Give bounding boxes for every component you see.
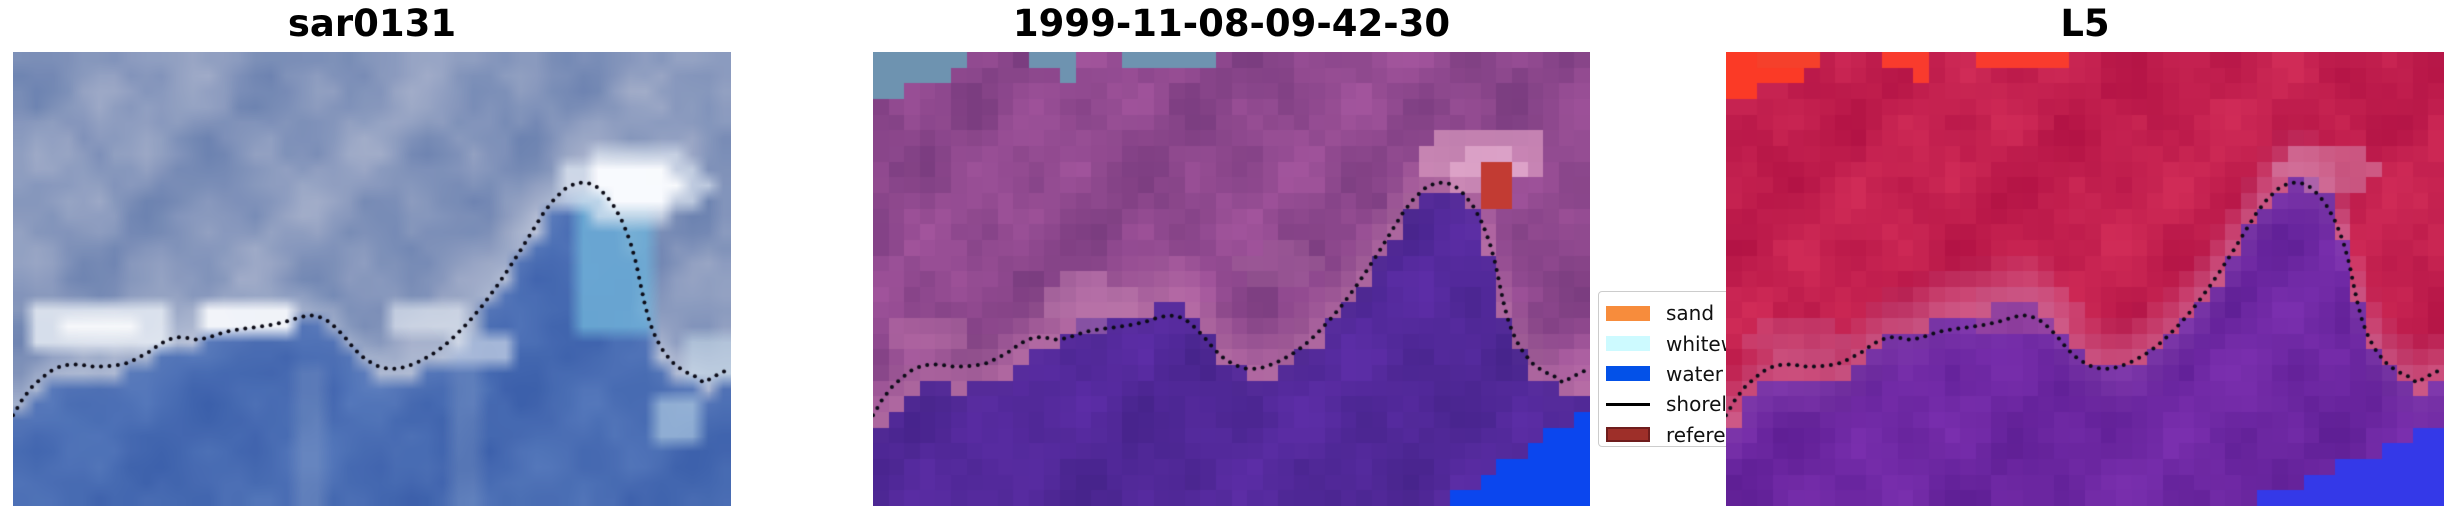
panel-image-datetime: [873, 52, 1590, 506]
panel-title-l5: L5: [2060, 2, 2110, 45]
legend-item-whitewater: whitew: [1606, 328, 1797, 358]
panel-title-sar0131: sar0131: [287, 2, 457, 45]
panel-image-sar0131: [13, 52, 731, 506]
legend-item-sand: sand: [1606, 298, 1797, 328]
legend-label-shoreline: shoreli: [1666, 392, 1733, 417]
legend-label-whitewater: whitew: [1666, 331, 1738, 356]
panel-l5: [1726, 52, 2444, 506]
legend-item-water: water: [1606, 359, 1797, 389]
panel-datetime: [873, 52, 1590, 506]
legend-swatch-reference: [1606, 427, 1650, 443]
legend-label-sand: sand: [1666, 301, 1715, 326]
panel-sar0131: [13, 52, 731, 506]
legend-swatch-water: [1606, 366, 1650, 382]
legend-item-shoreline: shoreli: [1606, 389, 1797, 419]
legend-swatch-sand: [1606, 305, 1650, 321]
legend-swatch-shoreline-line: [1606, 402, 1650, 406]
panel-image-l5: [1726, 52, 2444, 506]
panel-title-datetime: 1999-11-08-09-42-30: [1012, 2, 1451, 45]
legend-label-water: water: [1666, 361, 1723, 386]
legend-swatch-whitewater: [1606, 336, 1650, 352]
